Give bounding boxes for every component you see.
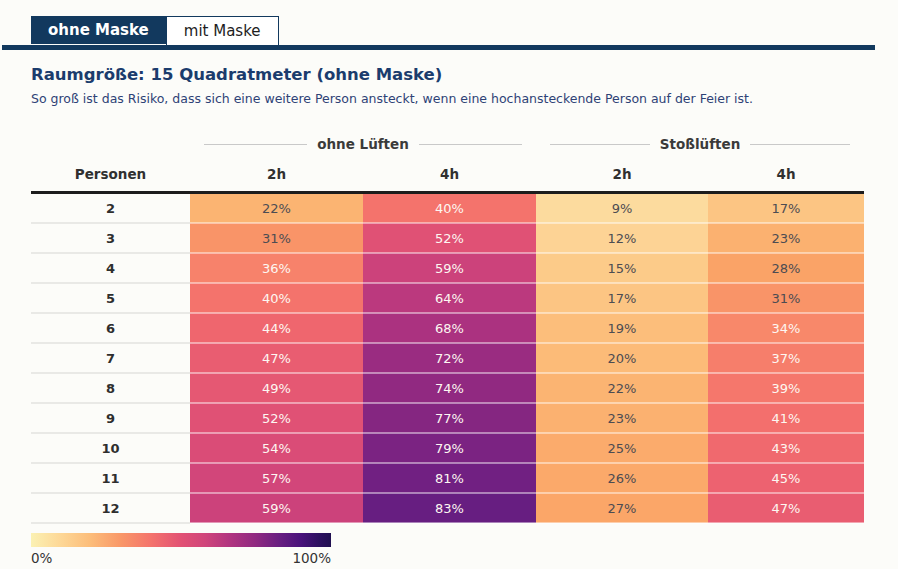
risk-value-cell: 37% xyxy=(708,343,864,373)
risk-value-cell: 27% xyxy=(536,493,708,523)
risk-value-cell: 72% xyxy=(363,343,536,373)
risk-value-cell: 26% xyxy=(536,463,708,493)
risk-value-cell: 17% xyxy=(708,193,864,224)
personen-cell: 5 xyxy=(31,283,190,313)
risk-value-cell: 54% xyxy=(190,433,363,463)
legend-min-label: 0% xyxy=(31,550,52,566)
table-body: 222%40%9%17%331%52%12%23%436%59%15%28%54… xyxy=(31,193,864,524)
risk-value-cell: 28% xyxy=(708,253,864,283)
personen-cell: 12 xyxy=(31,493,190,523)
personen-cell: 4 xyxy=(31,253,190,283)
column-header-row: Personen 2h 4h 2h 4h xyxy=(31,162,864,193)
risk-value-cell: 15% xyxy=(536,253,708,283)
risk-value-cell: 22% xyxy=(536,373,708,403)
tab-ohne-maske[interactable]: ohne Maske xyxy=(31,16,166,44)
risk-value-cell: 12% xyxy=(536,223,708,253)
risk-value-cell: 77% xyxy=(363,403,536,433)
risk-value-cell: 20% xyxy=(536,343,708,373)
column-header-4h-stoss: 4h xyxy=(708,162,864,193)
personen-cell: 9 xyxy=(31,403,190,433)
group-rule-right xyxy=(419,144,522,145)
table-row: 331%52%12%23% xyxy=(31,223,864,253)
risk-value-cell: 34% xyxy=(708,313,864,343)
group-label: ohne Lüften xyxy=(317,136,409,152)
risk-value-cell: 39% xyxy=(708,373,864,403)
risk-value-cell: 64% xyxy=(363,283,536,313)
risk-table: ohne Lüften Stoßlüften Personen 2h 4h 2h xyxy=(31,136,864,524)
personen-cell: 3 xyxy=(31,223,190,253)
table-row: 849%74%22%39% xyxy=(31,373,864,403)
table-row: 540%64%17%31% xyxy=(31,283,864,313)
column-header-personen: Personen xyxy=(31,162,190,193)
column-header-2h-stoss: 2h xyxy=(536,162,708,193)
personen-cell: 11 xyxy=(31,463,190,493)
personen-cell: 6 xyxy=(31,313,190,343)
risk-value-cell: 17% xyxy=(536,283,708,313)
color-legend: 0% 100% xyxy=(31,533,898,566)
risk-value-cell: 57% xyxy=(190,463,363,493)
risk-value-cell: 23% xyxy=(708,223,864,253)
group-rule-left xyxy=(204,144,307,145)
risk-value-cell: 25% xyxy=(536,433,708,463)
table-row: 644%68%19%34% xyxy=(31,313,864,343)
personen-cell: 2 xyxy=(31,193,190,224)
table-row: 436%59%15%28% xyxy=(31,253,864,283)
group-rule-left xyxy=(550,144,650,145)
risk-value-cell: 52% xyxy=(363,223,536,253)
main-content: Raumgröße: 15 Quadratmeter (ohne Maske) … xyxy=(0,65,898,566)
risk-value-cell: 23% xyxy=(536,403,708,433)
legend-gradient-bar xyxy=(31,533,331,547)
risk-value-cell: 68% xyxy=(363,313,536,343)
risk-value-cell: 47% xyxy=(190,343,363,373)
risk-value-cell: 59% xyxy=(190,493,363,523)
risk-value-cell: 44% xyxy=(190,313,363,343)
legend-max-label: 100% xyxy=(292,550,331,566)
risk-value-cell: 43% xyxy=(708,433,864,463)
tab-bar: ohne Maske mit Maske xyxy=(2,16,875,50)
table-row: 222%40%9%17% xyxy=(31,193,864,224)
risk-value-cell: 31% xyxy=(708,283,864,313)
column-header-4h-ohne: 4h xyxy=(363,162,536,193)
personen-cell: 10 xyxy=(31,433,190,463)
risk-value-cell: 41% xyxy=(708,403,864,433)
tab-mit-maske[interactable]: mit Maske xyxy=(166,16,279,45)
risk-value-cell: 47% xyxy=(708,493,864,523)
table-row: 1259%83%27%47% xyxy=(31,493,864,523)
personen-cell: 8 xyxy=(31,373,190,403)
risk-value-cell: 49% xyxy=(190,373,363,403)
risk-value-cell: 45% xyxy=(708,463,864,493)
risk-value-cell: 19% xyxy=(536,313,708,343)
table-row: 952%77%23%41% xyxy=(31,403,864,433)
risk-value-cell: 36% xyxy=(190,253,363,283)
column-header-2h-ohne: 2h xyxy=(190,162,363,193)
risk-value-cell: 22% xyxy=(190,193,363,224)
page-title: Raumgröße: 15 Quadratmeter (ohne Maske) xyxy=(31,65,898,84)
group-header-row: ohne Lüften Stoßlüften xyxy=(31,136,864,162)
risk-value-cell: 31% xyxy=(190,223,363,253)
personen-cell: 7 xyxy=(31,343,190,373)
group-rule-right xyxy=(750,144,850,145)
table-row: 747%72%20%37% xyxy=(31,343,864,373)
table-row: 1157%81%26%45% xyxy=(31,463,864,493)
risk-value-cell: 74% xyxy=(363,373,536,403)
risk-value-cell: 79% xyxy=(363,433,536,463)
table-row: 1054%79%25%43% xyxy=(31,433,864,463)
column-group-stosslueften: Stoßlüften xyxy=(536,136,864,152)
column-group-ohne-lueften: ohne Lüften xyxy=(190,136,536,152)
risk-value-cell: 40% xyxy=(190,283,363,313)
risk-value-cell: 83% xyxy=(363,493,536,523)
risk-value-cell: 52% xyxy=(190,403,363,433)
group-label: Stoßlüften xyxy=(660,136,741,152)
risk-value-cell: 59% xyxy=(363,253,536,283)
page-subtitle: So groß ist das Risiko, dass sich eine w… xyxy=(31,91,898,106)
risk-value-cell: 81% xyxy=(363,463,536,493)
risk-value-cell: 9% xyxy=(536,193,708,224)
risk-value-cell: 40% xyxy=(363,193,536,224)
